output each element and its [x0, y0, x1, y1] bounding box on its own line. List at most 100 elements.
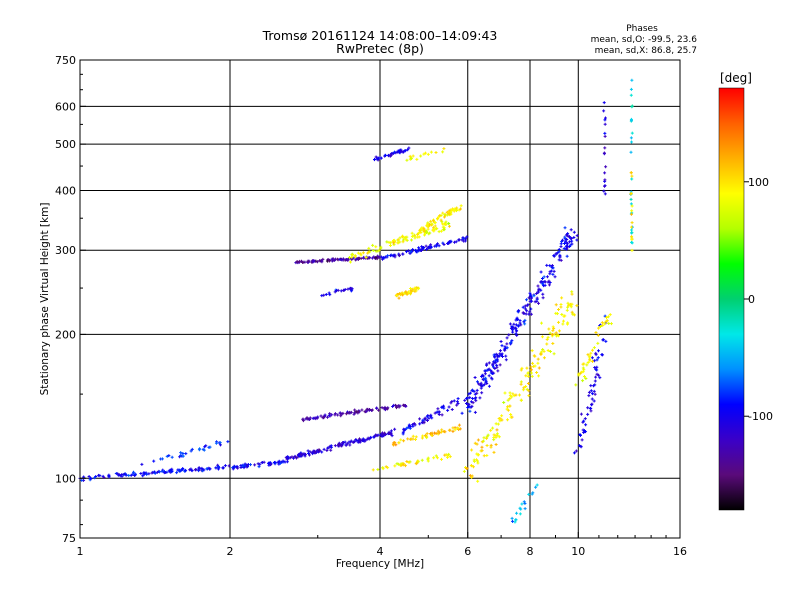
data-point: [533, 364, 537, 368]
data-point: [590, 356, 594, 360]
data-point: [562, 247, 566, 251]
data-point: [480, 384, 484, 388]
data-point: [453, 428, 457, 432]
data-point: [423, 434, 427, 438]
data-point: [602, 109, 606, 113]
data-point: [587, 355, 591, 359]
x-tick-label: 8: [527, 545, 534, 558]
data-point: [510, 325, 514, 329]
x-tick-label: 4: [377, 545, 384, 558]
data-point: [354, 438, 358, 442]
data-point: [494, 434, 498, 438]
data-point: [327, 259, 331, 263]
data-point: [549, 269, 553, 273]
data-point: [520, 502, 524, 506]
data-point: [590, 348, 594, 352]
data-point: [559, 245, 563, 249]
data-point: [527, 312, 531, 316]
data-point: [389, 429, 393, 433]
data-point: [540, 276, 544, 280]
data-point: [408, 424, 412, 428]
data-point: [530, 374, 534, 378]
data-point: [420, 458, 424, 462]
data-point: [463, 398, 467, 402]
data-point: [609, 322, 613, 326]
data-point: [344, 443, 348, 447]
data-point: [608, 313, 612, 317]
data-point: [427, 416, 431, 420]
data-point: [422, 229, 426, 233]
data-point: [592, 399, 596, 403]
data-point: [434, 150, 438, 154]
data-point: [472, 458, 476, 462]
data-point: [272, 460, 276, 464]
data-point: [306, 449, 310, 453]
data-point: [485, 454, 489, 458]
data-point: [604, 339, 608, 343]
data-point: [405, 426, 409, 430]
data-point: [349, 286, 353, 290]
legend-line-o: mean, sd,O: -99.5, 23.6: [591, 35, 698, 45]
data-point: [433, 224, 437, 228]
data-point: [525, 387, 529, 391]
data-point: [603, 118, 607, 122]
data-point: [245, 463, 249, 467]
data-point: [596, 356, 600, 360]
data-point: [426, 456, 430, 460]
data-point: [349, 260, 353, 264]
data-point: [565, 237, 569, 241]
data-point: [470, 404, 474, 408]
data-point: [482, 377, 486, 381]
data-point: [328, 293, 332, 297]
data-point: [574, 383, 578, 387]
data-point: [377, 408, 381, 412]
data-point: [278, 461, 282, 465]
data-point: [418, 228, 422, 232]
data-point: [584, 377, 588, 381]
data-point: [550, 265, 554, 269]
data-point: [292, 456, 296, 460]
data-point: [372, 158, 376, 162]
data-point: [561, 322, 565, 326]
data-point: [214, 466, 218, 470]
data-point: [432, 227, 436, 231]
colorbar: [718, 87, 745, 511]
data-point: [602, 184, 606, 188]
data-point: [326, 446, 330, 450]
data-point: [400, 149, 404, 153]
data-point: [551, 329, 555, 333]
data-point: [433, 221, 437, 225]
data-point: [541, 292, 545, 296]
data-point: [421, 418, 425, 422]
data-point: [511, 330, 515, 334]
data-point: [437, 431, 441, 435]
data-point: [524, 298, 528, 302]
data-point: [567, 303, 571, 307]
data-point: [512, 394, 516, 398]
data-point: [555, 334, 559, 338]
data-point: [155, 470, 159, 474]
y-tick-label: 75: [62, 532, 76, 545]
data-point: [184, 452, 188, 456]
data-point: [445, 213, 449, 217]
data-point: [557, 307, 561, 311]
data-point: [423, 417, 427, 421]
data-point: [492, 360, 496, 364]
data-point: [269, 462, 273, 466]
data-point: [170, 455, 174, 459]
data-point: [150, 471, 154, 475]
data-point: [563, 235, 567, 239]
data-point: [409, 437, 413, 441]
data-point: [577, 373, 581, 377]
data-point: [533, 300, 537, 304]
data-point: [444, 220, 448, 224]
data-point: [153, 471, 157, 475]
data-point: [487, 374, 491, 378]
data-point: [393, 427, 397, 431]
data-point: [356, 410, 360, 414]
data-point: [522, 386, 526, 390]
data-point: [602, 151, 606, 155]
data-point: [422, 152, 426, 156]
data-point: [572, 230, 576, 234]
data-point: [415, 461, 419, 465]
